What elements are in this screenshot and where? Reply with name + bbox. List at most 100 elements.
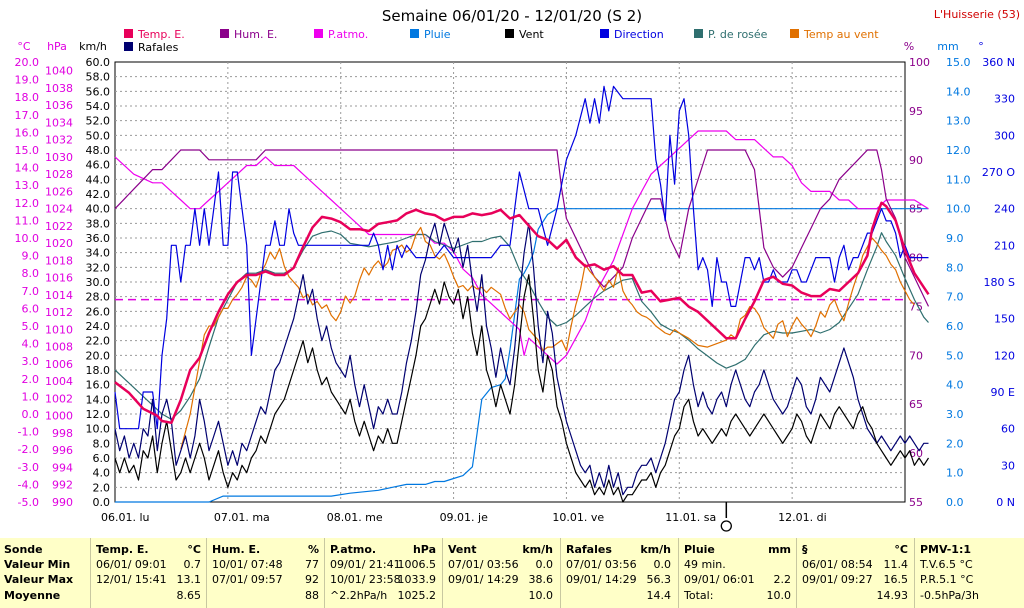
wind-tick-label: 34.0 <box>86 247 111 260</box>
series-line <box>114 222 929 496</box>
rain-tick-label: 3.0 <box>946 408 964 421</box>
stats-unit: hPa <box>412 543 436 556</box>
rain-unit-label: mm <box>937 40 958 53</box>
pressure-tick-label: 1000 <box>45 410 73 423</box>
stats-max-value: 56.3 <box>646 573 672 586</box>
wind-tick-label: 48.0 <box>86 144 111 157</box>
stats-row: Vent km/h <box>444 542 557 557</box>
legend-label: Temp au vent <box>803 28 879 41</box>
temp-tick-label: -1.0 <box>18 426 39 439</box>
chart-legend: Temp. E. Hum. E. P.atmo. Pluie Vent Direction… <box>124 28 879 54</box>
stats-row: 07/01/ 03:56 0.0 <box>444 557 557 572</box>
stats-row: 06/01/ 09:01 0.7 <box>92 557 205 572</box>
direction-unit-label: ° <box>978 40 984 53</box>
series-line <box>115 208 929 503</box>
wind-tick-label: 36.0 <box>86 232 111 245</box>
stats-column-3: P.atmo. hPa 09/01/ 21:41 1006.5 10/01/ 23:58… <box>326 538 440 608</box>
stats-max-value: 2.2 <box>773 573 792 586</box>
rain-tick-label: 8.0 <box>946 261 964 274</box>
legend-swatch <box>124 42 133 51</box>
legend-label: Rafales <box>138 41 179 54</box>
wind-tick-label: 50.0 <box>86 129 111 142</box>
direction-tick-label: 210 <box>994 239 1015 252</box>
rain-tick-label: 11.0 <box>946 173 971 186</box>
wind-tick-label: 10.0 <box>86 423 111 436</box>
stats-row: 10.0 <box>444 588 557 603</box>
stats-mean-value: 14.4 <box>646 589 672 602</box>
moon-phase-icon <box>720 520 732 532</box>
axis-unit-labels: °C hPa km/h% mm ° <box>17 40 983 53</box>
rain-tick-label: 0.0 <box>946 496 964 509</box>
stats-min-date: 06/01/ 09:01 <box>96 558 167 571</box>
pressure-tick-label: 992 <box>52 479 73 492</box>
rain-tick-label: 7.0 <box>946 291 964 304</box>
wind-tick-label: 56.0 <box>86 85 111 98</box>
humidity-unit-label: % <box>904 40 914 53</box>
stats-separator <box>914 538 915 608</box>
wind-tick-label: 30.0 <box>86 276 111 289</box>
wind-tick-label: 44.0 <box>86 173 111 186</box>
stats-min-date: 09/01/ 21:41 <box>330 558 401 571</box>
stats-max-date: 09/01/ 14:29 <box>566 573 637 586</box>
stats-separator <box>324 538 325 608</box>
stats-row: 10/01/ 23:58 1033.9 <box>326 572 440 587</box>
axis-tick-labels: 20.0 19.0 18.0 17.0 16.0 15.0 14.0 13.0 12.0 11.0… <box>15 56 1016 524</box>
stats-column-2: Hum. E.% 10/01/ 07:48 77 07/01/ 09:57 92 88 <box>208 538 323 608</box>
temp-tick-label: 1.0 <box>22 390 40 403</box>
pressure-tick-label: 1020 <box>45 237 73 250</box>
pressure-tick-label: 1024 <box>45 203 73 216</box>
temp-tick-label: 20.0 <box>15 56 40 69</box>
pressure-tick-label: 996 <box>52 444 73 457</box>
stats-header: Rafales <box>566 543 612 556</box>
temp-tick-label: -4.0 <box>18 478 39 491</box>
stats-row: Moyenne <box>0 588 90 603</box>
legend-swatch <box>505 29 514 38</box>
rain-tick-label: 6.0 <box>946 320 964 333</box>
wind-unit-label: km/h <box>79 40 107 53</box>
stats-min-date: 07/01/ 03:56 <box>566 558 637 571</box>
stats-header: Pluie <box>684 543 715 556</box>
stats-mean-value: 10.0 <box>766 589 792 602</box>
pressure-tick-label: 1004 <box>45 375 73 388</box>
stats-header: Hum. E. <box>212 543 261 556</box>
stats-row: 09/01/ 14:29 56.3 <box>562 572 675 587</box>
stats-header: P.atmo. <box>330 543 377 556</box>
wind-tick-label: 22.0 <box>86 335 111 348</box>
stats-min-date: 06/01/ 08:54 <box>802 558 873 571</box>
stats-row: P.atmo. hPa <box>326 542 440 557</box>
weather-chart: Semaine 06/01/20 - 12/01/20 (S 2) L'Huis… <box>15 7 1020 532</box>
wind-tick-label: 60.0 <box>86 56 111 69</box>
legend-label: Pluie <box>424 28 451 41</box>
chart-title: Semaine 06/01/20 - 12/01/20 (S 2) <box>382 7 642 25</box>
stats-row: 8.65 <box>92 588 205 603</box>
wind-tick-label: 54.0 <box>86 100 111 113</box>
legend-swatch <box>220 29 229 38</box>
temp-tick-label: 4.0 <box>22 338 40 351</box>
stats-max-date: 07/01/ 09:57 <box>212 573 283 586</box>
stats-unit: °C <box>187 543 201 556</box>
stats-separator <box>560 538 561 608</box>
humidity-tick-label: 55 <box>909 496 923 509</box>
wind-tick-label: 38.0 <box>86 217 111 230</box>
day-tick-label: 06.01. lu <box>101 511 150 524</box>
stats-mean-value: 1025.2 <box>397 589 437 602</box>
stats-column-6: Pluie mm 49 min. 09/01/ 06:01 2.2 Total: 10.0 <box>680 538 795 608</box>
temp-tick-label: 0.0 <box>22 408 40 421</box>
rain-tick-label: 13.0 <box>946 115 971 128</box>
stats-min-value: 1006.5 <box>397 558 437 571</box>
stats-mean-note: ^2.2hPa/h <box>330 589 388 602</box>
humidity-tick-label: 95 <box>909 105 923 118</box>
stats-min-value: 0.7 <box>183 558 202 571</box>
legend-label: Temp. E. <box>137 28 185 41</box>
humidity-tick-label: 100 <box>909 56 930 69</box>
direction-tick-label: 300 <box>994 129 1015 142</box>
temp-tick-label: 18.0 <box>15 91 40 104</box>
stats-row: T.V.6.5 °C <box>916 557 1024 572</box>
stats-mean-value: 88 <box>305 589 319 602</box>
stats-max-date: 12/01/ 15:41 <box>96 573 167 586</box>
wind-tick-label: 32.0 <box>86 261 111 274</box>
stats-row: 09/01/ 21:41 1006.5 <box>326 557 440 572</box>
legend-label: P.atmo. <box>328 28 368 41</box>
pressure-tick-label: 1038 <box>45 82 73 95</box>
pressure-tick-label: 1014 <box>45 289 73 302</box>
